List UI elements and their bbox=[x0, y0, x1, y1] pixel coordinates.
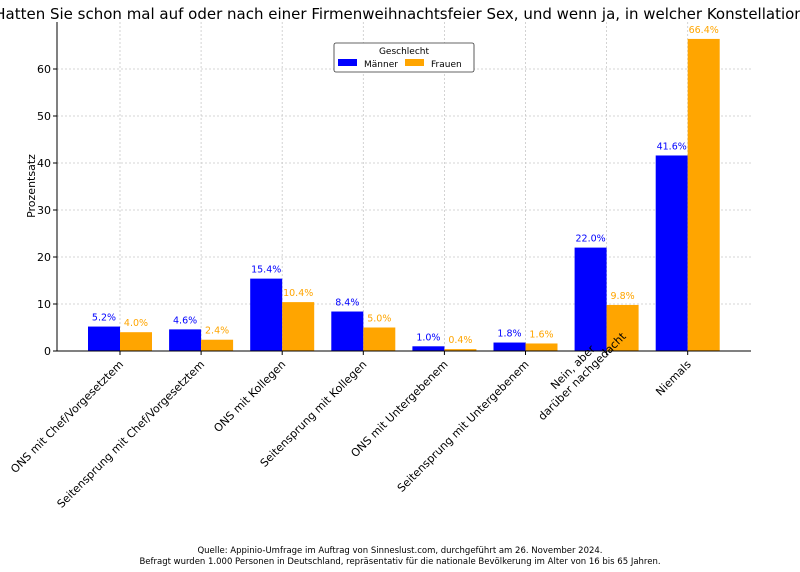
legend-label: Männer bbox=[364, 60, 398, 70]
data-label: 66.4% bbox=[689, 25, 719, 36]
legend-swatch bbox=[338, 59, 357, 66]
bar-maenner bbox=[574, 247, 607, 351]
data-label: 5.2% bbox=[92, 313, 116, 324]
bar-frauen bbox=[606, 304, 639, 351]
data-label: 4.0% bbox=[124, 318, 148, 329]
x-tick-label: Seitensprung mit Chef/Vorgesetztem bbox=[55, 358, 208, 511]
legend-box bbox=[333, 42, 475, 73]
bar-maenner bbox=[331, 311, 364, 351]
bar-frauen bbox=[687, 38, 720, 352]
bar-frauen bbox=[282, 302, 315, 351]
y-tick-label: 10 bbox=[37, 298, 51, 311]
y-tick-label: 20 bbox=[37, 251, 51, 264]
data-label: 41.6% bbox=[657, 141, 687, 152]
x-tick-label-line: Seitensprung mit Untergebenem bbox=[395, 358, 532, 495]
legend-label: Frauen bbox=[431, 60, 462, 70]
data-label: 2.4% bbox=[205, 326, 229, 337]
footer-source: Quelle: Appinio-Umfrage im Auftrag von S… bbox=[197, 546, 603, 556]
bar-chart: Hatten Sie schon mal auf oder nach einer… bbox=[0, 5, 800, 511]
data-label: 22.0% bbox=[576, 234, 606, 245]
x-tick-label: Seitensprung mit Untergebenem bbox=[395, 358, 532, 495]
footer-note: Befragt wurden 1.000 Personen in Deutsch… bbox=[139, 557, 661, 567]
bars: 5.2% 4.6% 15.4% 8.4% 1.0% 1.8% 22.0% 41.6% 4.0% 2… bbox=[88, 25, 720, 352]
bar-frauen bbox=[525, 343, 558, 351]
data-label: 5.0% bbox=[367, 314, 391, 325]
data-label: 15.4% bbox=[251, 265, 281, 276]
x-tick-label-line: ONS mit Kollegen bbox=[211, 358, 288, 435]
bar-frauen bbox=[201, 339, 234, 351]
data-label: 10.4% bbox=[283, 288, 313, 299]
bar-maenner bbox=[250, 278, 283, 351]
bar-frauen bbox=[120, 332, 152, 351]
bar-frauen bbox=[444, 349, 477, 351]
chart-title: Hatten Sie schon mal auf oder nach einer… bbox=[0, 5, 800, 23]
data-label: 9.8% bbox=[611, 291, 635, 302]
y-tick-label: 50 bbox=[37, 110, 51, 123]
data-label: 1.0% bbox=[416, 332, 440, 343]
data-label: 1.6% bbox=[529, 329, 553, 340]
bar-maenner bbox=[88, 326, 120, 351]
y-tick-label: 30 bbox=[37, 204, 51, 217]
y-tick-label: 60 bbox=[37, 63, 51, 76]
bar-maenner bbox=[412, 346, 445, 351]
bar-frauen bbox=[363, 327, 396, 351]
data-label: 1.8% bbox=[497, 329, 521, 340]
x-tick-label: ONS mit Kollegen bbox=[211, 358, 288, 435]
bar-maenner bbox=[169, 329, 202, 351]
y-tick-label: 0 bbox=[44, 345, 51, 358]
data-label: 8.4% bbox=[335, 298, 359, 309]
legend-title: Geschlecht bbox=[379, 47, 430, 57]
legend-swatch bbox=[405, 59, 424, 66]
x-tick-label-line: Seitensprung mit Chef/Vorgesetztem bbox=[55, 358, 208, 511]
bar-maenner bbox=[655, 155, 688, 351]
y-axis-label: Prozentsatz bbox=[25, 154, 38, 218]
data-label: 4.6% bbox=[173, 315, 197, 326]
bar-maenner bbox=[493, 342, 526, 351]
x-tick-label: Niemals bbox=[653, 358, 694, 399]
x-tick-label-line: Niemals bbox=[653, 358, 694, 399]
legend: Geschlecht Männer Frauen bbox=[333, 42, 475, 73]
data-label: 0.4% bbox=[448, 335, 472, 346]
y-tick-label: 40 bbox=[37, 157, 51, 170]
